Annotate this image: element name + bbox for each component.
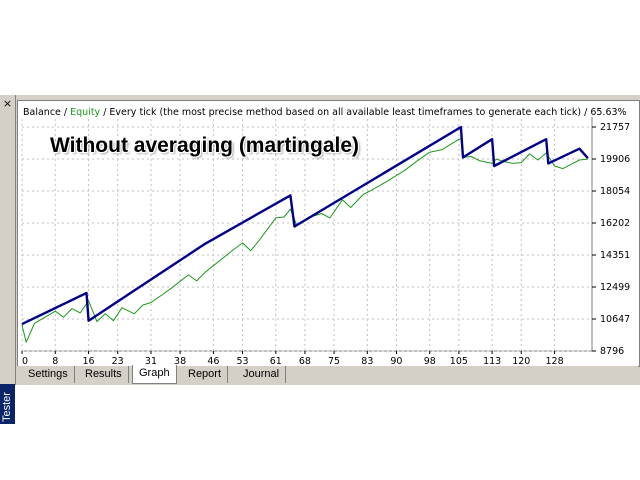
x-tick-label: 105: [450, 356, 468, 366]
x-tick-label: 16: [83, 356, 95, 366]
y-tick-label: 12499: [600, 282, 630, 293]
x-tick-label: 23: [112, 356, 124, 366]
x-tick-label: 120: [512, 356, 530, 366]
tab-graph[interactable]: Graph: [132, 365, 177, 384]
x-tick-label: 113: [483, 356, 501, 366]
y-tick-label: 18054: [600, 186, 630, 197]
tab-graph-label: Graph: [139, 367, 170, 379]
x-tick-label: 53: [236, 356, 248, 366]
equity-line: [21, 137, 588, 343]
y-tick-label: 14351: [600, 250, 630, 261]
tab-settings[interactable]: Settings: [22, 366, 75, 383]
x-tick-label: 75: [328, 356, 340, 366]
legend-balance: Balance: [23, 107, 61, 118]
chart-frame: Balance / Equity / Every tick (the most …: [17, 100, 640, 367]
tab-report-label: Report: [188, 368, 222, 380]
balance-equity-chart: Balance / Equity / Every tick (the most …: [21, 107, 630, 366]
legend-equity: Equity: [70, 107, 100, 118]
tab-settings-label: Settings: [28, 368, 68, 380]
x-tick-label: 83: [361, 356, 373, 366]
y-tick-label: 19906: [600, 154, 630, 165]
tab-results[interactable]: Results: [79, 366, 129, 383]
tab-results-label: Results: [85, 368, 122, 380]
tab-journal-label: Journal: [243, 368, 280, 380]
tab-journal[interactable]: Journal: [237, 366, 287, 383]
tester-side-strip: ×: [0, 95, 16, 385]
balance-line: [21, 125, 589, 326]
y-tick-label: 21757: [600, 122, 630, 133]
legend-separator: /: [61, 107, 70, 118]
x-tick-label: 46: [207, 356, 219, 366]
y-tick-label: 10647: [600, 314, 630, 325]
tester-vertical-tab[interactable]: Tester: [0, 384, 15, 424]
x-tick-label: 0: [22, 356, 28, 366]
x-tick-label: 68: [299, 356, 311, 366]
x-tick-label: 98: [424, 356, 436, 366]
x-tick-label: 8: [52, 356, 58, 366]
header-description: / Every tick (the most precise method ba…: [100, 107, 626, 118]
overlay-title: Without averaging (martingale): [50, 134, 360, 157]
x-tick-label: 128: [545, 356, 563, 366]
tab-report[interactable]: Report: [182, 366, 229, 383]
x-tick-label: 90: [390, 356, 402, 366]
x-tick-label: 61: [270, 356, 282, 366]
tester-tab-bar: Settings Results Graph Report Journal: [16, 365, 638, 385]
tester-label: Tester: [1, 392, 13, 422]
x-tick-label: 38: [174, 356, 186, 366]
close-icon[interactable]: ×: [2, 97, 13, 110]
y-tick-label: 16202: [600, 218, 630, 229]
x-tick-label: 31: [145, 356, 157, 366]
chart-header: Balance / Equity / Every tick (the most …: [23, 107, 627, 118]
y-tick-label: 8796: [600, 346, 624, 357]
